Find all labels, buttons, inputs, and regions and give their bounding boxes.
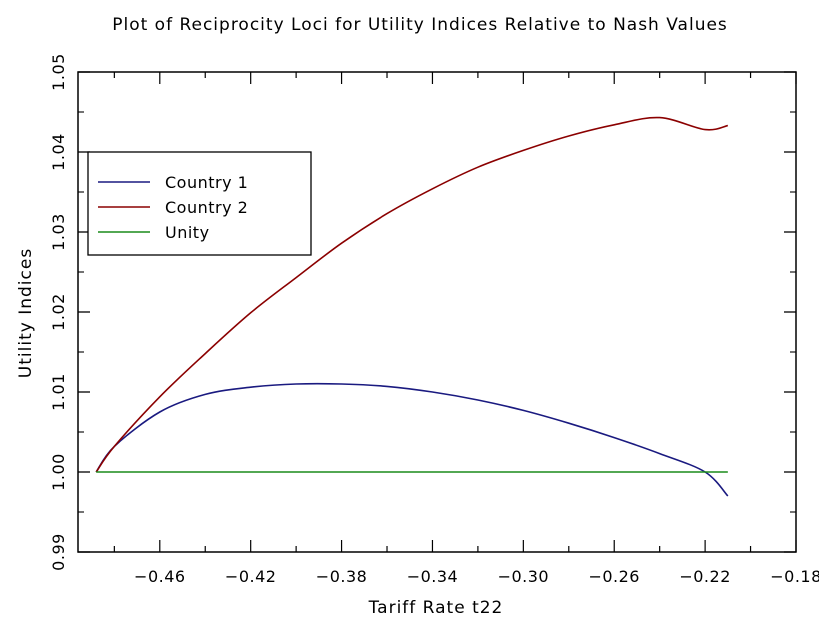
y-tick-label: 1.05	[49, 53, 68, 91]
x-tick-label: −0.42	[225, 567, 277, 586]
x-tick-label: −0.34	[407, 567, 459, 586]
y-axis-label: Utility Indices	[16, 248, 36, 378]
legend-label: Country 2	[165, 198, 248, 217]
y-tick-label: 1.01	[49, 373, 68, 411]
y-tick-label: 1.03	[49, 213, 68, 251]
x-tick-label: −0.30	[498, 567, 550, 586]
y-tick-label: 1.00	[49, 453, 68, 491]
x-tick-label: −0.26	[588, 567, 640, 586]
series-line-2	[95, 116, 729, 473]
x-axis-label: Tariff Rate t22	[368, 598, 504, 618]
x-axis: −0.46 −0.42 −0.38 −0.34 −0.30 −0.26 −0.22 −0.18	[113, 72, 819, 586]
plot-frame	[77, 71, 797, 553]
series-line-1	[95, 382, 729, 497]
x-tick-label: −0.22	[679, 567, 731, 586]
y-axis: 0.99 1.00 1.01 1.02 1.03 1.04 1.05	[49, 53, 796, 571]
x-tick-label: −0.46	[134, 567, 186, 586]
legend-label: Country 1	[165, 173, 248, 192]
y-tick-label: 1.04	[49, 133, 68, 171]
x-tick-label: −0.38	[316, 567, 368, 586]
legend-label: Unity	[165, 223, 210, 242]
x-tick-label: −0.18	[770, 567, 819, 586]
y-tick-label: 0.99	[49, 533, 68, 571]
chart-title: Plot of Reciprocity Loci for Utility Ind…	[112, 15, 728, 35]
legend: Country 1 Country 2 Unity	[87, 151, 312, 256]
y-tick-label: 1.02	[49, 293, 68, 331]
series-lines	[95, 116, 729, 497]
legend-box	[87, 151, 312, 256]
